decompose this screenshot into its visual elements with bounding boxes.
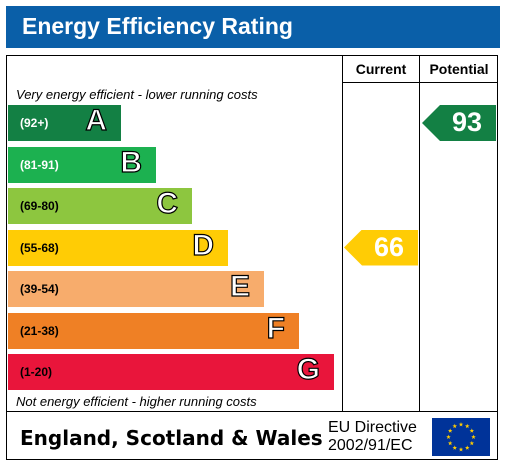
current-rating-arrow: 66 (344, 229, 418, 266)
band-letter-label: C (156, 186, 179, 220)
column-header-current: Current (355, 61, 407, 77)
header-row-divider (342, 82, 498, 83)
band-range-label: (39-54) (20, 282, 59, 296)
potential-rating-arrow: 93 (422, 105, 496, 141)
band-d: (55-68) D (8, 228, 228, 266)
eu-star (458, 447, 464, 452)
band-letter-label: D (192, 228, 215, 262)
divider-current-left (342, 55, 343, 411)
band-letter-label: F (266, 311, 286, 345)
divider-potential-left (419, 55, 420, 411)
band-g: (1-20) G (8, 352, 334, 390)
eu-star (447, 440, 453, 446)
eu-star (452, 445, 458, 450)
eu-star (469, 440, 475, 446)
rating-frame (6, 55, 498, 460)
eu-star (446, 434, 451, 439)
band-letter-label: G (296, 352, 321, 386)
band-range-label: (55-68) (20, 240, 59, 255)
eu-star (471, 434, 476, 439)
page-title: Energy Efficiency Rating (22, 13, 293, 39)
footer-directive-line2: 2002/91/EC (328, 437, 413, 454)
band-range-label: (69-80) (20, 199, 59, 213)
band-letter-label: B (120, 145, 143, 179)
band-b: (81-91) B (8, 145, 156, 183)
band-e: (39-54) E (8, 269, 264, 307)
eu-flag-icon (432, 418, 490, 456)
eu-star (452, 423, 458, 429)
band-range-label: (92+) (20, 116, 49, 130)
note-bottom: Not energy efficient - higher running co… (16, 394, 257, 409)
eu-star (469, 428, 475, 433)
header-bar: Energy Efficiency Rating (6, 6, 500, 48)
band-range-label: (1-20) (20, 365, 53, 379)
band-range-label: (21-38) (20, 323, 59, 338)
band-letter-label: E (229, 269, 250, 303)
eu-star (447, 428, 453, 433)
band-range-label: (81-91) (20, 157, 59, 172)
band-a: (92+) A (8, 103, 121, 141)
footer-directive-line1: EU Directive (328, 419, 417, 436)
footer-region: England, Scotland & Wales (20, 426, 323, 450)
eu-star (464, 423, 470, 429)
eu-flag-stars (446, 422, 476, 452)
column-header-potential: Potential (429, 61, 489, 77)
note-top: Very energy efficient - lower running co… (16, 87, 258, 102)
eu-star (458, 422, 464, 427)
eu-star (464, 445, 470, 450)
band-letter-label: A (85, 103, 108, 137)
potential-rating-arrow-value: 93 (451, 107, 482, 137)
current-rating-arrow-value: 66 (373, 231, 404, 262)
band-c: (69-80) C (8, 186, 192, 224)
footer-divider (6, 411, 498, 412)
band-f: (21-38) F (8, 311, 299, 349)
